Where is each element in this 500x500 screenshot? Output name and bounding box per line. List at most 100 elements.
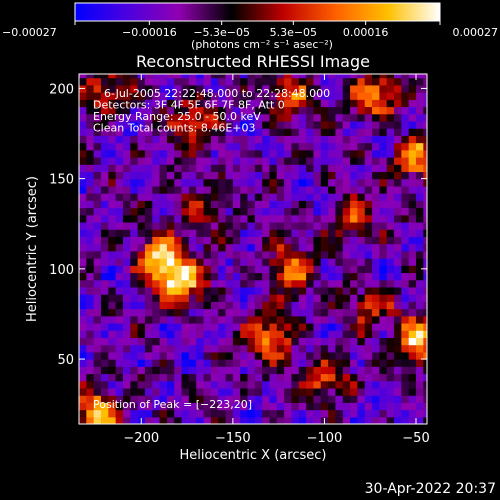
heatmap-cell — [210, 77, 219, 86]
heatmap-cell — [218, 387, 227, 396]
heatmap-cell — [196, 279, 205, 288]
heatmap-cell — [372, 366, 380, 375]
heatmap-cell — [79, 351, 87, 360]
heatmap-cell — [408, 164, 417, 173]
heatmap-cell — [254, 106, 263, 115]
heatmap-cell — [284, 236, 293, 245]
heatmap-cell — [144, 221, 153, 230]
heatmap-cell — [276, 373, 285, 382]
heatmap-cell — [269, 301, 278, 310]
heatmap-cell — [350, 236, 358, 245]
heatmap-cell — [203, 74, 212, 79]
heatmap-cell — [416, 351, 424, 360]
heatmap-cell — [254, 135, 263, 144]
heatmap-cell — [320, 258, 329, 266]
heatmap-cell — [122, 279, 131, 288]
heatmap-cell — [122, 272, 131, 281]
heatmap-cell — [342, 294, 351, 302]
heatmap-cell — [115, 387, 124, 396]
heatmap-cell — [108, 185, 117, 194]
heatmap-cell — [269, 99, 278, 108]
heatmap-cell — [379, 409, 388, 418]
heatmap-cell — [372, 77, 380, 86]
heatmap-cell — [196, 120, 205, 129]
heatmap-cell — [423, 99, 427, 108]
heatmap-cell — [313, 120, 322, 129]
heatmap-cell — [262, 74, 271, 79]
heatmap-cell — [79, 294, 87, 302]
heatmap-cell — [152, 351, 161, 360]
heatmap-cell — [423, 106, 427, 115]
heatmap-cell — [284, 409, 293, 418]
heatmap-cell — [174, 74, 183, 79]
heatmap-cell — [137, 229, 146, 237]
heatmap-cell — [122, 344, 131, 353]
heatmap-cell — [320, 265, 329, 274]
heatmap-cell — [232, 135, 241, 144]
heatmap-cell — [328, 106, 337, 115]
heatmap-cell — [225, 74, 234, 79]
heatmap-cell — [188, 395, 197, 403]
heatmap-cell — [218, 185, 227, 194]
heatmap-cell — [350, 207, 358, 216]
heatmap-cell — [386, 351, 395, 360]
heatmap-cell — [372, 294, 380, 302]
heatmap-cell — [313, 229, 322, 237]
heatmap-cell — [298, 373, 307, 382]
heatmap-cell — [357, 344, 366, 353]
heatmap-cell — [262, 272, 271, 281]
heatmap-cell — [79, 135, 87, 144]
heatmap-cell — [291, 128, 300, 136]
heatmap-cell — [115, 308, 124, 317]
heatmap-cell — [364, 308, 373, 317]
heatmap-cell — [130, 200, 139, 209]
heatmap-cell — [357, 193, 366, 201]
heatmap-cell — [196, 337, 205, 346]
heatmap-cell — [328, 135, 337, 144]
heatmap-cell — [100, 200, 109, 209]
heatmap-cell — [137, 149, 146, 158]
heatmap-cell — [401, 380, 410, 389]
heatmap-cell — [93, 200, 102, 209]
heatmap-cell — [291, 164, 300, 173]
heatmap-cell — [423, 322, 427, 331]
heatmap-cell — [386, 214, 395, 223]
heatmap-cell — [401, 214, 410, 223]
heatmap-cell — [122, 250, 131, 259]
heatmap-cell — [196, 387, 205, 396]
heatmap-cell — [108, 149, 117, 158]
heatmap-cell — [210, 351, 219, 360]
heatmap-cell — [342, 409, 351, 418]
heatmap-cell — [269, 207, 278, 216]
heatmap-cell — [284, 308, 293, 317]
heatmap-cell — [174, 286, 183, 295]
heatmap-cell — [159, 120, 168, 129]
heatmap-cell — [306, 185, 315, 194]
heatmap-cell — [298, 128, 307, 136]
heatmap-cell — [159, 279, 168, 288]
heatmap-cell — [350, 258, 358, 266]
heatmap-cell — [357, 171, 366, 180]
heatmap-cell — [247, 200, 256, 209]
heatmap-cell — [218, 301, 227, 310]
heatmap-cell — [174, 149, 183, 158]
heatmap-cell — [79, 128, 87, 136]
heatmap-cell — [166, 243, 175, 252]
heatmap-cell — [386, 265, 395, 274]
heatmap-cell — [386, 99, 395, 108]
heatmap-cell — [225, 149, 234, 158]
heatmap-cell — [181, 77, 190, 86]
heatmap-cell — [240, 330, 249, 339]
heatmap-cell — [108, 330, 117, 339]
heatmap-cell — [93, 322, 102, 331]
heatmap-cell — [254, 193, 263, 201]
heatmap-cell — [174, 351, 183, 360]
heatmap-cell — [386, 135, 395, 144]
heatmap-cell — [298, 171, 307, 180]
heatmap-cell — [328, 301, 337, 310]
heatmap-cell — [262, 416, 271, 424]
heatmap-cell — [313, 135, 322, 144]
heatmap-cell — [93, 142, 102, 151]
heatmap-cell — [364, 193, 373, 201]
heatmap-cell — [401, 344, 410, 353]
